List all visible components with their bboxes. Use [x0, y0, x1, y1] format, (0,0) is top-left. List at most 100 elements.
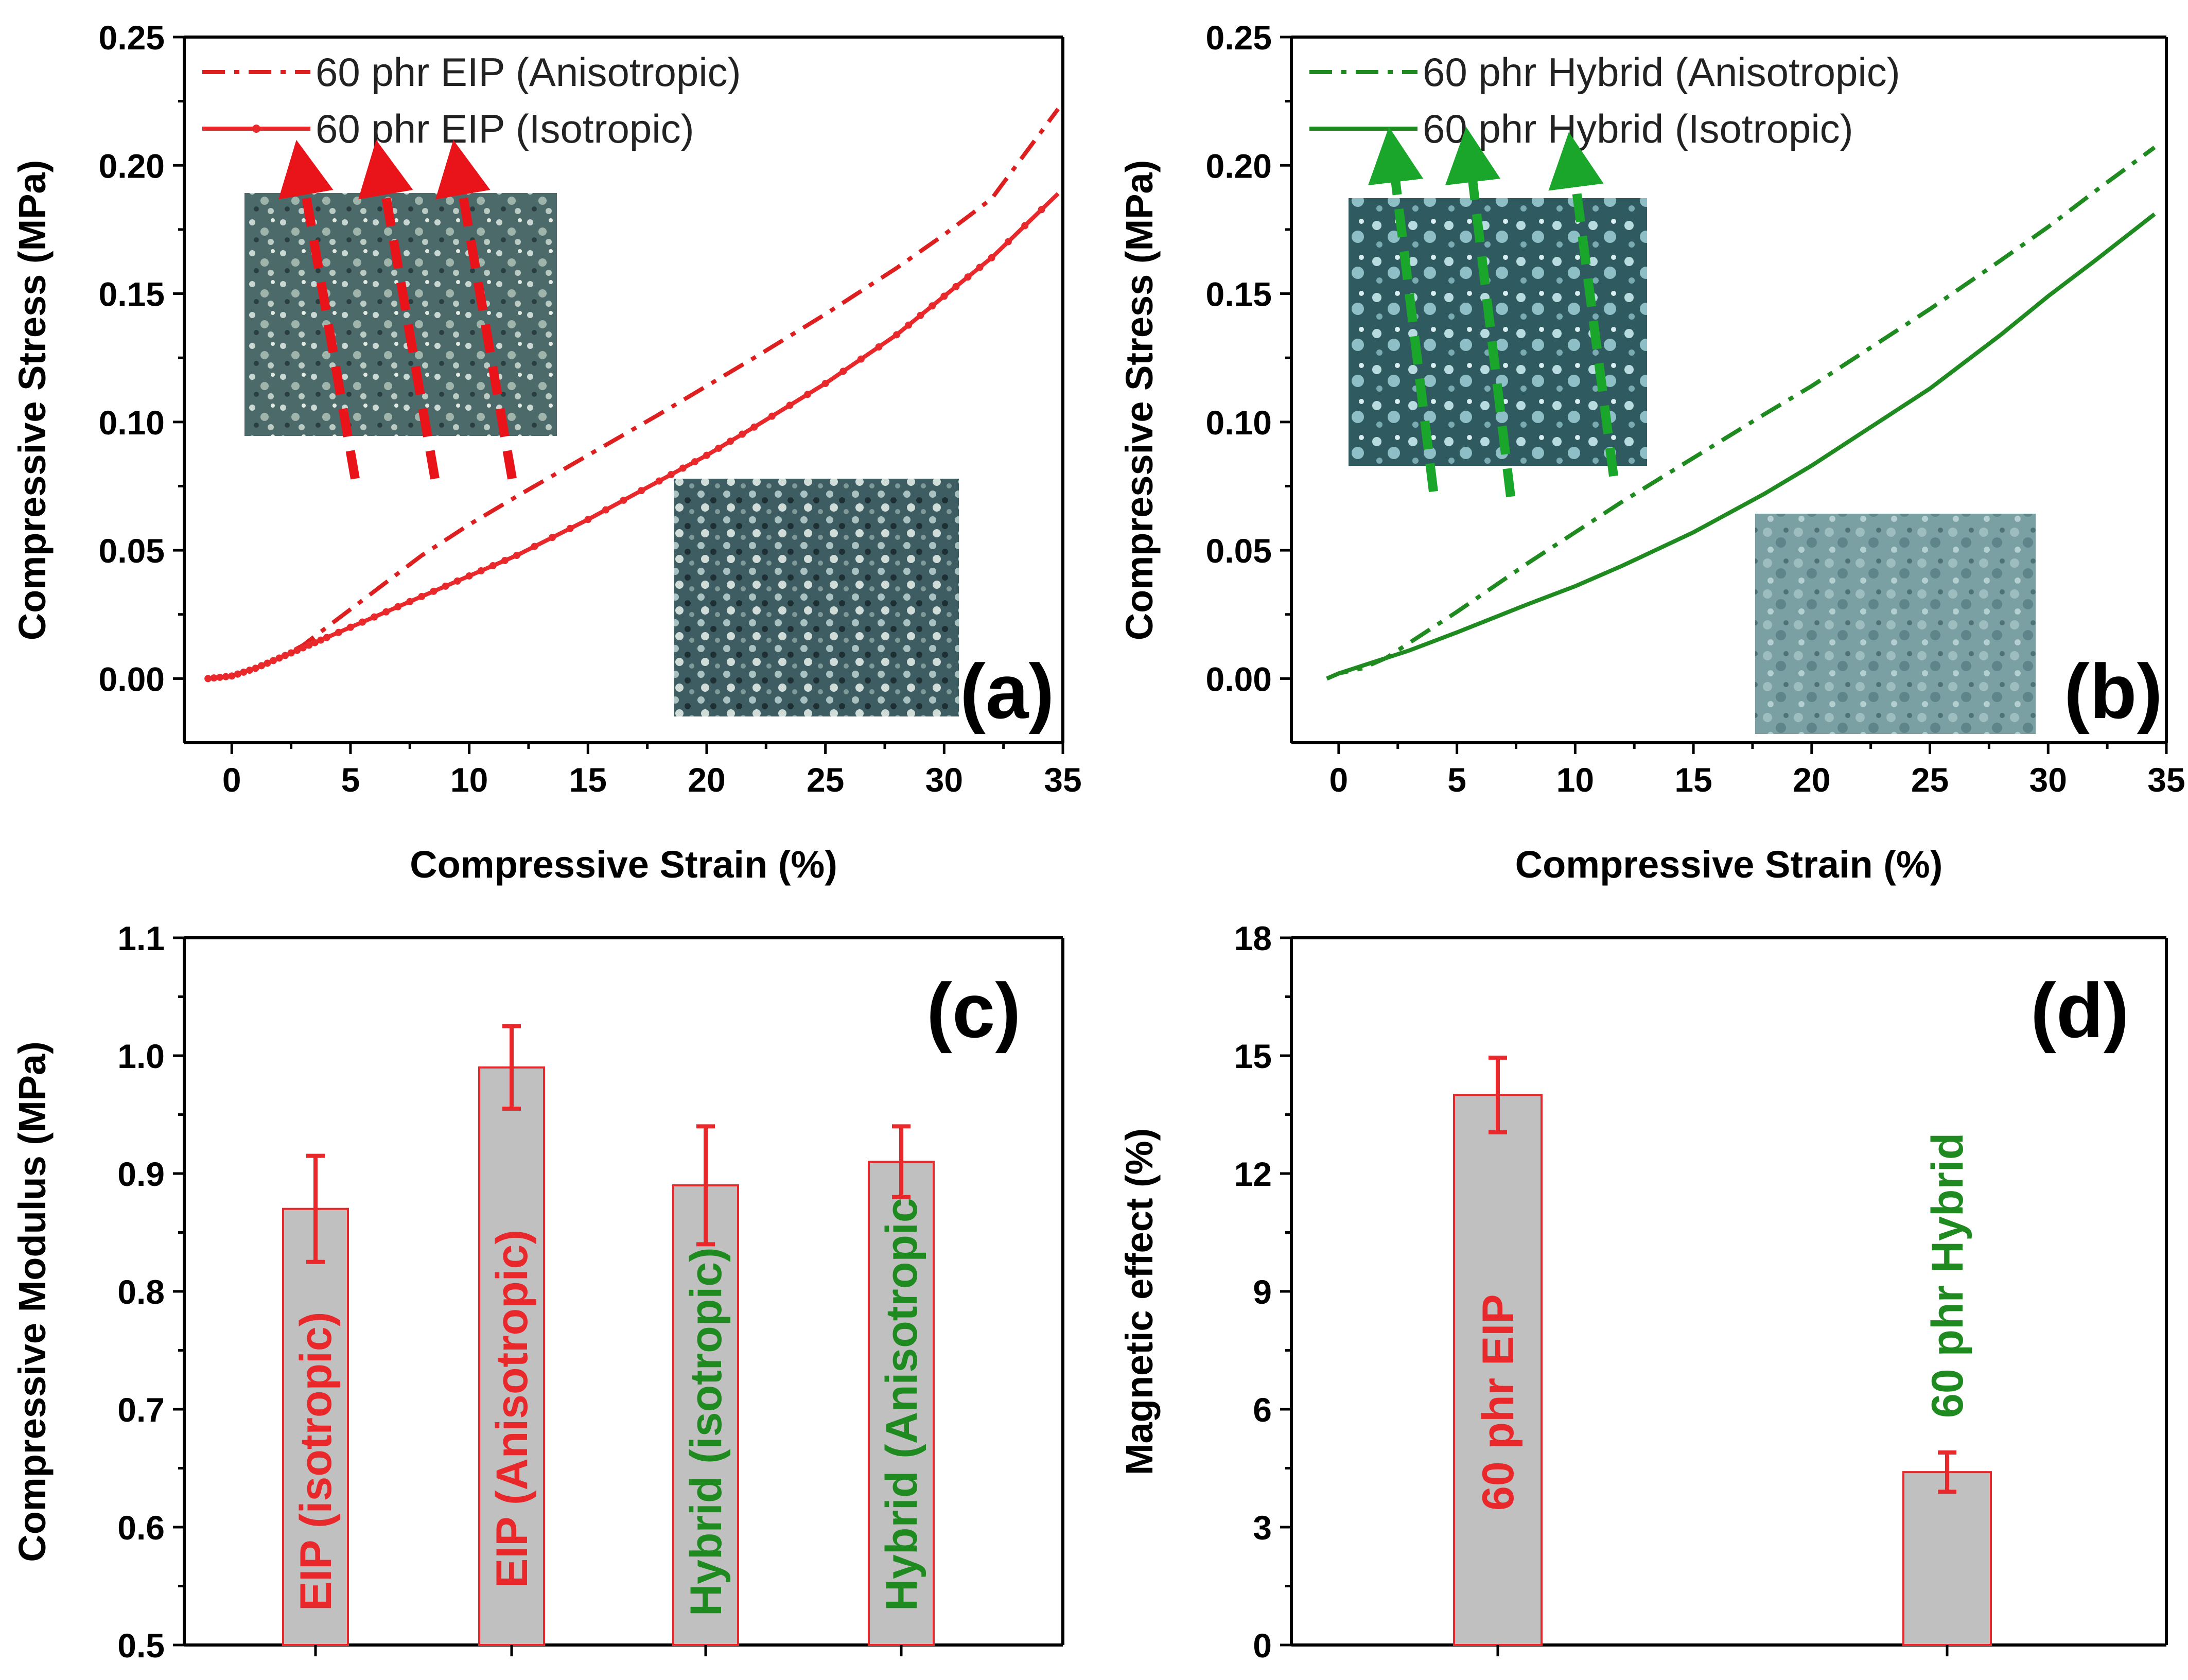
series-marker	[371, 613, 378, 621]
y-tick-label: 1.1	[117, 919, 165, 957]
series-marker	[210, 674, 218, 682]
series-marker	[305, 641, 313, 649]
y-tick-label: 0.10	[1206, 404, 1272, 442]
series-marker	[839, 367, 847, 375]
panel-label: (b)	[2064, 648, 2163, 734]
panel-b: 0 5 10 15 20 25 30 35 0.00 0.05 0.10 0.15 0.20 0.25 Co…	[1118, 19, 2185, 886]
bar	[478, 1066, 545, 1646]
y-tick-label: 6	[1253, 1391, 1272, 1429]
series-marker	[442, 582, 449, 590]
y-tick-label: 0.10	[99, 404, 165, 442]
series-marker	[335, 628, 342, 636]
x-tick-label: 35	[2147, 761, 2185, 799]
series-marker	[638, 487, 645, 495]
series-marker	[602, 506, 609, 514]
inset-micrograph-anisotropic	[1349, 198, 1647, 466]
legend-label: 60 phr EIP (Isotropic)	[316, 106, 694, 151]
series-marker	[317, 636, 325, 644]
y-axis-title: Compressive Stress (MPa)	[11, 160, 54, 641]
panel-a-plot-area: 0 5 10 15 20 25 30 35 0.00 0.05 0.10 0.15 0.20 0.25 Co…	[11, 19, 1082, 886]
series-marker	[311, 639, 319, 646]
series-marker	[976, 264, 984, 271]
series-marker	[703, 451, 710, 459]
y-tick-label: 0.00	[99, 660, 165, 698]
x-tick-label: 30	[2029, 761, 2067, 799]
y-tick-label: 0.5	[117, 1626, 165, 1665]
series-marker	[465, 572, 473, 580]
y-tick-label: 0.9	[117, 1155, 165, 1193]
series-marker	[655, 477, 663, 485]
series-marker	[917, 311, 924, 319]
y-tick-label: 12	[1234, 1155, 1272, 1193]
category-label: Hybrid (Anisotropic	[877, 1198, 926, 1611]
series-marker	[566, 524, 574, 532]
y-tick-label: 0.20	[1206, 147, 1272, 185]
x-tick-label: 15	[569, 761, 607, 799]
panel-d: 0 3 6 9 12 15 18 Magnetic effect (%) 60 phr EIP 6…	[1118, 919, 2168, 1665]
x-tick-label: 25	[1911, 761, 1949, 799]
series-marker	[715, 444, 723, 452]
panel-label: (d)	[2031, 967, 2129, 1054]
series-marker	[988, 254, 995, 261]
series-marker	[857, 355, 865, 363]
inset-micrograph-anisotropic	[244, 193, 557, 436]
series-marker	[246, 667, 253, 674]
series-marker	[287, 649, 295, 657]
alignment-arrow	[435, 139, 517, 480]
series-marker	[549, 534, 556, 541]
x-tick-label: 35	[1044, 761, 1081, 799]
series-marker	[394, 603, 402, 610]
y-tick-label: 0.05	[99, 532, 165, 570]
y-tick-label: 9	[1253, 1273, 1272, 1311]
y-axis-title: Compressive Stress (MPa)	[1118, 160, 1161, 641]
series-marker	[228, 672, 236, 680]
series-marker	[768, 412, 776, 420]
x-tick-label: 20	[1793, 761, 1830, 799]
panel-label: (c)	[926, 967, 1021, 1054]
x-tick-label: 0	[222, 761, 241, 799]
series-marker	[234, 670, 241, 678]
x-tick-label: 5	[1447, 761, 1466, 799]
series-marker	[929, 302, 936, 310]
series-marker	[275, 654, 283, 662]
series-marker	[489, 562, 497, 570]
series-marker	[453, 577, 461, 585]
y-tick-label: 0.6	[117, 1509, 165, 1547]
x-axis-title: Compressive Strain (%)	[410, 843, 837, 886]
alignment-arrow	[1445, 127, 1515, 498]
series-marker	[804, 391, 812, 398]
category-label: 60 phr Hybrid	[1923, 1133, 1972, 1418]
series-marker	[346, 623, 354, 631]
series-marker	[584, 516, 592, 523]
alignment-arrow	[1548, 132, 1618, 477]
x-tick-label: 10	[450, 761, 488, 799]
series-marker	[821, 380, 829, 388]
y-tick-label: 1.0	[117, 1037, 165, 1075]
y-axis-title: Compressive Modulus (MPa)	[11, 1041, 54, 1562]
x-tick-label: 5	[341, 761, 360, 799]
x-axis-title: Compressive Strain (%)	[1515, 843, 1943, 886]
legend-label: 60 phr Hybrid (Anisotropic)	[1423, 49, 1900, 95]
series-line	[207, 108, 1060, 681]
series-marker	[299, 644, 307, 652]
series-marker	[477, 567, 485, 574]
x-tick-label: 20	[688, 761, 725, 799]
alignment-arrow	[1368, 127, 1438, 493]
series-marker	[952, 283, 960, 290]
panel-b-plot-area: 0 5 10 15 20 25 30 35 0.00 0.05 0.10 0.15 0.20 0.25 Co…	[1118, 19, 2185, 886]
y-tick-label: 0	[1253, 1626, 1272, 1665]
alignment-arrow	[358, 139, 440, 480]
series-marker	[875, 343, 883, 351]
legend-marker	[252, 125, 260, 133]
series-marker	[940, 292, 948, 300]
y-tick-label: 0.8	[117, 1273, 165, 1311]
series-marker	[679, 464, 687, 472]
series-marker	[359, 618, 366, 626]
series-marker	[1021, 222, 1029, 230]
series-marker	[323, 634, 330, 641]
series-marker	[252, 664, 259, 672]
series-line	[1326, 212, 2156, 681]
panel-a-inset-anisotropic	[244, 139, 557, 480]
panel-a: 0 5 10 15 20 25 30 35 0.00 0.05 0.10 0.15 0.20 0.25 Co…	[11, 19, 1082, 886]
panel-label: (a)	[960, 648, 1054, 734]
